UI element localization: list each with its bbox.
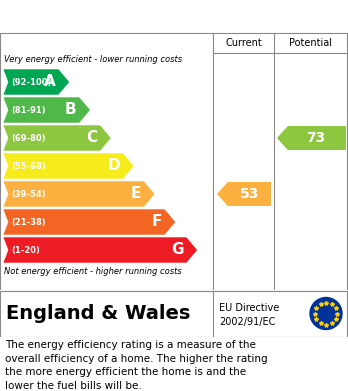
Polygon shape [3,209,176,235]
Text: 2002/91/EC: 2002/91/EC [219,317,275,327]
Text: E: E [130,187,141,201]
Text: (1-20): (1-20) [11,246,40,255]
Text: (55-68): (55-68) [11,161,46,170]
Text: A: A [44,75,56,90]
Polygon shape [3,69,70,95]
Text: Current: Current [226,38,262,48]
Text: (39-54): (39-54) [11,190,46,199]
Text: B: B [65,102,77,118]
Circle shape [310,298,342,330]
Text: EU Directive: EU Directive [219,303,279,313]
Text: England & Wales: England & Wales [6,304,190,323]
Text: C: C [86,131,97,145]
Text: Very energy efficient - lower running costs: Very energy efficient - lower running co… [4,56,182,65]
Text: Energy Efficiency Rating: Energy Efficiency Rating [14,9,235,23]
Text: (81-91): (81-91) [11,106,46,115]
Text: D: D [108,158,120,174]
Text: (92-100): (92-100) [11,77,52,86]
Polygon shape [3,97,90,123]
Polygon shape [217,182,271,206]
Text: 53: 53 [240,187,259,201]
Text: (21-38): (21-38) [11,217,46,226]
Text: 73: 73 [306,131,325,145]
Polygon shape [3,181,155,207]
Text: F: F [151,215,162,230]
Text: Potential: Potential [289,38,332,48]
Text: Not energy efficient - higher running costs: Not energy efficient - higher running co… [4,267,182,276]
Polygon shape [277,126,346,150]
Text: G: G [171,242,183,258]
Polygon shape [3,237,197,263]
Polygon shape [3,153,134,179]
Polygon shape [3,125,111,151]
Text: The energy efficiency rating is a measure of the
overall efficiency of a home. T: The energy efficiency rating is a measur… [5,340,268,391]
Text: (69-80): (69-80) [11,133,46,142]
